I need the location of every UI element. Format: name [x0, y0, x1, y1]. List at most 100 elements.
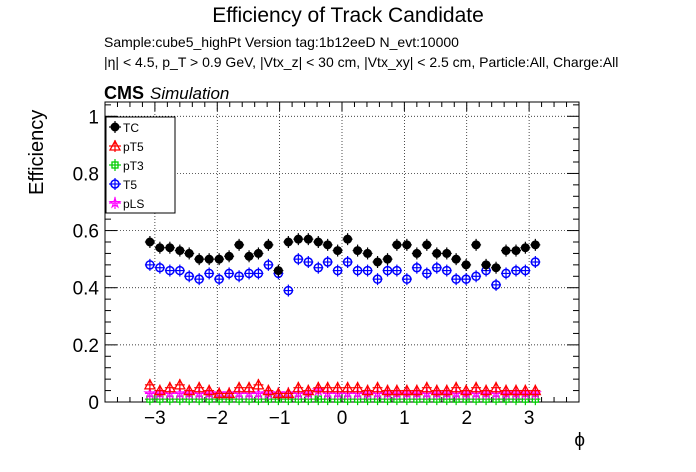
x-tick-label: 0: [337, 408, 348, 429]
x-tick-label: −1: [269, 408, 291, 429]
point-pt5: [203, 384, 216, 396]
point-t5: [204, 268, 214, 279]
point-t5: [234, 271, 244, 282]
point-tc: [234, 240, 244, 250]
point-pt5: [509, 384, 523, 396]
y-tick-label: 0.8: [73, 164, 99, 185]
point-t5: [293, 254, 304, 264]
point-pt5: [420, 381, 433, 393]
point-t5: [382, 265, 393, 276]
y-tick-label: 0.6: [73, 222, 99, 243]
point-t5: [155, 262, 165, 273]
legend-marker-pt3: [111, 161, 119, 169]
point-tc: [383, 254, 393, 264]
series-pt5: [143, 378, 542, 400]
chart-subtitle-cuts: |η| < 4.5, p_T > 0.9 GeV, |Vtx_z| < 30 c…: [104, 54, 619, 70]
point-t5: [422, 268, 432, 279]
point-tc: [253, 248, 263, 258]
point-pt5: [529, 384, 542, 396]
point-pt5: [381, 384, 394, 396]
point-t5: [471, 271, 481, 282]
point-pt5: [223, 387, 236, 399]
point-pt5: [460, 384, 473, 396]
point-pls: [143, 386, 157, 400]
point-tc: [373, 257, 383, 267]
point-tc: [451, 254, 461, 264]
point-tc: [471, 240, 481, 250]
point-tc: [184, 248, 194, 258]
point-pt5: [430, 384, 443, 396]
y-tick-label: 0: [88, 393, 99, 414]
axes: −3 −2 −1 0 1 2 3 0 0.2 0.4 0.6 0.8 1 ϕ: [73, 101, 585, 451]
x-tick-label: −3: [144, 408, 166, 429]
point-tc: [244, 251, 254, 261]
point-tc: [501, 246, 511, 256]
point-pt5: [361, 384, 374, 396]
point-pt5: [489, 381, 503, 393]
point-t5: [194, 274, 204, 284]
legend-label-pt5: pT5: [123, 140, 144, 154]
legend-marker-tc: [110, 122, 120, 132]
point-tc: [481, 260, 491, 270]
point-t5: [313, 262, 324, 273]
cms-label: CMS Simulation: [104, 83, 229, 104]
point-tc: [343, 234, 353, 244]
x-tick-label: 1: [399, 408, 410, 429]
simulation-text: Simulation: [150, 84, 230, 103]
point-tc: [155, 243, 165, 253]
point-pt5: [232, 381, 246, 393]
point-t5: [283, 285, 294, 296]
data-points: [143, 233, 542, 406]
legend-label-pls: pLS: [123, 197, 144, 211]
point-tc: [442, 248, 452, 258]
point-tc: [422, 240, 432, 250]
point-pt5: [262, 384, 275, 396]
point-t5: [412, 262, 422, 273]
point-t5: [224, 268, 234, 279]
legend-label-tc: TC: [123, 121, 139, 135]
point-t5: [530, 257, 541, 267]
point-pt5: [371, 381, 384, 393]
point-t5: [442, 265, 452, 276]
point-t5: [175, 265, 185, 276]
point-tc: [214, 254, 224, 264]
chart-title: Efficiency of Track Candidate: [212, 4, 484, 27]
point-tc: [224, 251, 234, 261]
point-pt5: [499, 384, 513, 396]
point-t5: [322, 257, 333, 267]
point-t5: [145, 260, 155, 270]
point-tc: [175, 246, 185, 256]
point-tc: [511, 246, 521, 256]
point-pt5: [390, 384, 403, 396]
point-tc: [204, 254, 214, 264]
point-pt5: [242, 381, 256, 393]
point-tc: [313, 237, 323, 247]
series-t5: [144, 253, 541, 297]
point-tc: [392, 240, 402, 250]
point-tc: [333, 246, 343, 256]
point-t5: [491, 280, 501, 290]
point-t5: [362, 265, 373, 276]
x-tick-label: 3: [524, 408, 535, 429]
point-t5: [342, 257, 353, 267]
point-tc: [323, 240, 333, 250]
point-pt5: [302, 384, 315, 396]
point-tc: [283, 237, 293, 247]
point-pt5: [321, 381, 334, 393]
point-pt5: [163, 381, 176, 393]
point-tc: [165, 243, 175, 253]
point-tc: [530, 240, 540, 250]
point-pt5: [183, 384, 196, 396]
point-t5: [263, 260, 274, 270]
point-tc: [461, 260, 471, 270]
point-pt5: [351, 381, 364, 393]
point-tc: [194, 254, 204, 264]
cms-text: CMS: [104, 83, 144, 103]
y-tick-label: 1: [88, 107, 99, 128]
point-pt5: [153, 384, 166, 396]
point-t5: [352, 265, 363, 276]
point-pls: [173, 386, 187, 400]
x-axis-title: ϕ: [574, 430, 585, 451]
point-tc: [363, 248, 373, 258]
point-pt5: [469, 381, 483, 393]
